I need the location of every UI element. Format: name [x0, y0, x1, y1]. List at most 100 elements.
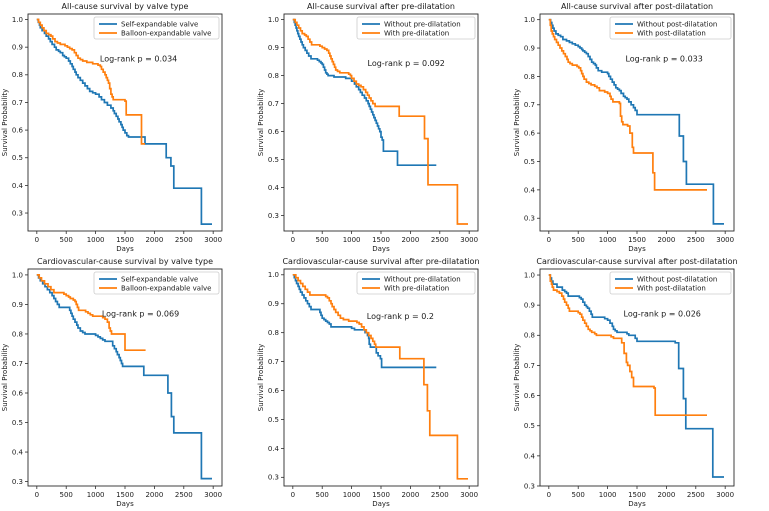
y-tick-label: 1.0 [12, 271, 23, 279]
y-tick-label: 0.3 [268, 474, 279, 482]
y-axis-label: Survival Probability [257, 344, 265, 411]
x-tick-label: 0 [547, 236, 551, 244]
y-tick-label: 0.4 [12, 448, 24, 456]
y-tick-label: 0.6 [268, 387, 280, 395]
pvalue-annotation: Log-rank p = 0.2 [367, 312, 434, 321]
pvalue-annotation: Log-rank p = 0.034 [100, 55, 177, 64]
x-tick-label: 0 [291, 236, 295, 244]
panel-cardiovascular-valve-type: Cardiovascular-cause survival by valve t… [0, 255, 256, 511]
y-tick-label: 0.5 [12, 419, 23, 427]
x-tick-label: 1500 [116, 491, 134, 499]
y-tick-label: 0.7 [12, 99, 23, 107]
series-line-with-pre-dilatation [292, 18, 468, 225]
y-tick-label: 0.6 [524, 130, 536, 138]
x-tick-label: 2500 [687, 491, 705, 499]
panel-cardiovascular-post-dilatation: Cardiovascular-cause survival after post… [512, 255, 769, 511]
series-line-with-pre-dilatation [292, 273, 468, 480]
legend-label: With post-dilatation [637, 284, 706, 292]
legend-label: Self-expandable valve [121, 275, 198, 283]
x-tick-label: 500 [572, 236, 585, 244]
x-tick-label: 0 [35, 491, 39, 499]
y-tick-label: 0.7 [524, 362, 535, 370]
legend-label: Self-expandable valve [121, 20, 198, 28]
y-tick-label: 1.0 [268, 16, 279, 24]
x-axis-label: Days [628, 500, 646, 508]
series-line-balloon-expandable-valve [36, 18, 145, 145]
x-tick-label: 3000 [460, 491, 478, 499]
series-line-self-expandable-valve [36, 274, 212, 480]
legend-label: Without pre-dilatation [384, 275, 461, 283]
x-tick-label: 2500 [431, 491, 449, 499]
x-axis-label: Days [372, 245, 390, 253]
y-tick-label: 0.6 [268, 128, 280, 136]
chart-title: Cardiovascular-cause survival after post… [536, 257, 737, 266]
series-line-balloon-expandable-valve [36, 274, 146, 352]
x-tick-label: 2000 [657, 236, 675, 244]
series-line-with-post-dilatation [548, 18, 707, 191]
legend-frame [609, 16, 732, 40]
chart-title: Cardiovascular-cause survival by valve t… [37, 257, 213, 266]
x-tick-label: 2000 [145, 491, 163, 499]
y-tick-label: 0.5 [524, 422, 535, 430]
series-line-without-post-dilatation [548, 274, 724, 478]
legend-frame [356, 271, 476, 295]
y-tick-label: 1.0 [524, 271, 535, 279]
axes-box [283, 13, 479, 232]
x-tick-label: 0 [291, 491, 295, 499]
series-line-with-post-dilatation [548, 274, 707, 417]
legend: Self-expandable valveBalloon-expandable … [93, 271, 220, 295]
y-axis-label: Survival Probability [1, 89, 9, 156]
y-tick-label: 0.6 [12, 127, 24, 135]
chart-title: Cardiovascular-cause survival after pre-… [282, 257, 479, 266]
y-tick-label: 0.9 [12, 301, 23, 309]
y-tick-label: 0.4 [524, 186, 536, 194]
y-tick-label: 0.8 [268, 329, 279, 337]
axes-box [283, 268, 479, 487]
y-tick-label: 0.9 [524, 302, 535, 310]
legend-label: With pre-dilatation [384, 29, 449, 37]
legend-frame [93, 271, 220, 295]
y-tick-label: 0.3 [524, 215, 535, 223]
x-tick-label: 1000 [599, 491, 617, 499]
x-tick-label: 3000 [716, 236, 734, 244]
y-tick-label: 1.0 [12, 16, 23, 24]
legend: Self-expandable valveBalloon-expandable … [93, 16, 220, 40]
x-tick-label: 3000 [716, 491, 734, 499]
x-tick-label: 1000 [87, 491, 105, 499]
legend-label: Without post-dilatation [637, 275, 717, 283]
y-tick-label: 0.5 [12, 154, 23, 162]
legend-label: With post-dilatation [637, 29, 706, 37]
y-tick-label: 0.4 [524, 452, 536, 460]
x-tick-label: 2000 [145, 236, 163, 244]
y-tick-label: 0.5 [268, 416, 279, 424]
chart-title: All-cause survival after pre-dilatation [307, 2, 455, 11]
x-tick-label: 1500 [372, 491, 390, 499]
legend-label: Without post-dilatation [637, 20, 717, 28]
panel-all-cause-valve-type: All-cause survival by valve type 0 500 1000… [0, 0, 256, 255]
y-tick-label: 0.9 [268, 44, 279, 52]
pvalue-annotation: Log-rank p = 0.033 [625, 55, 702, 64]
y-axis-label: Survival Probability [1, 344, 9, 411]
y-tick-label: 0.8 [268, 72, 279, 80]
y-tick-label: 0.4 [268, 445, 280, 453]
y-axis-label: Survival Probability [513, 344, 521, 411]
series-line-self-expandable-valve [36, 18, 212, 225]
chart-title: All-cause survival after post-dilatation [561, 2, 713, 11]
axes-box [539, 13, 735, 232]
y-tick-label: 0.4 [268, 184, 280, 192]
x-tick-label: 500 [316, 236, 329, 244]
y-tick-label: 0.7 [268, 100, 279, 108]
legend-label: With pre-dilatation [384, 284, 449, 292]
km-chart-cardiovascular-pre-dilatation: Cardiovascular-cause survival after pre-… [257, 257, 480, 508]
x-tick-label: 500 [60, 236, 73, 244]
x-tick-label: 2000 [657, 491, 675, 499]
x-tick-label: 0 [547, 491, 551, 499]
km-chart-all-cause-post-dilatation: All-cause survival after post-dilatation… [513, 2, 735, 253]
y-tick-label: 1.0 [268, 271, 279, 279]
y-tick-label: 0.6 [524, 392, 536, 400]
x-tick-label: 2500 [175, 491, 193, 499]
pvalue-annotation: Log-rank p = 0.092 [368, 59, 445, 68]
